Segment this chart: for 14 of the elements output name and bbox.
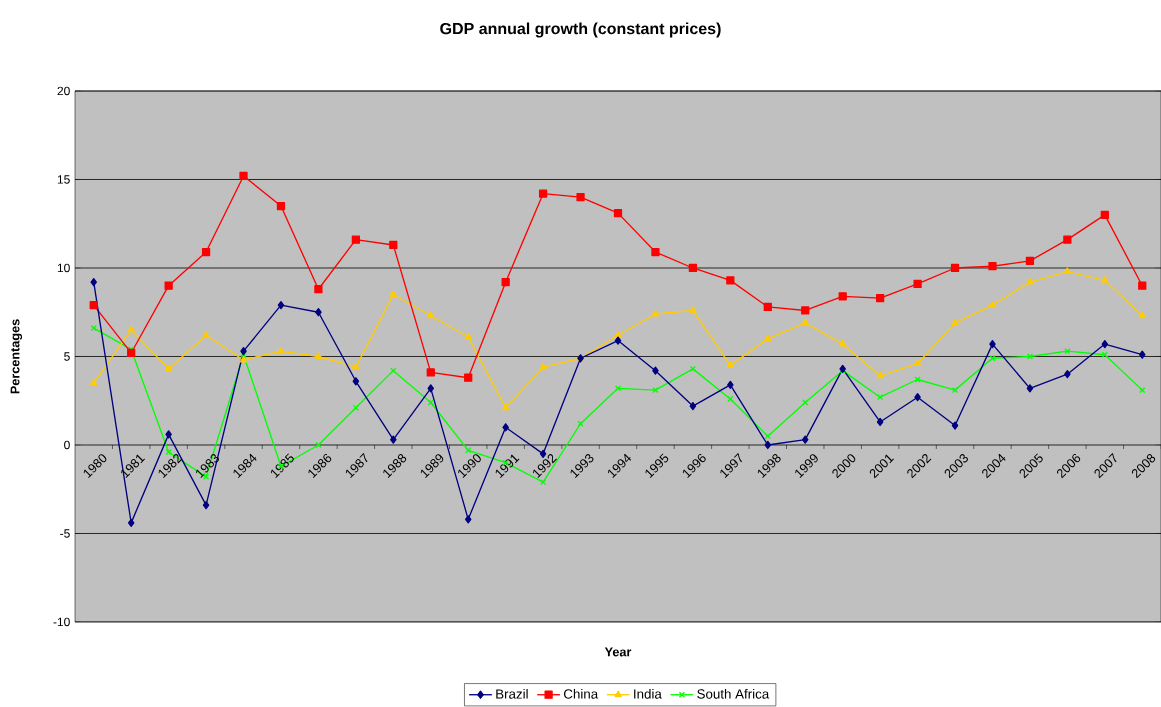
legend-label: Brazil <box>496 688 528 699</box>
y-tick-label: 15 <box>57 175 70 184</box>
legend-label: India <box>634 688 662 699</box>
y-tick-label: 20 <box>57 86 70 96</box>
y-tick-label: 10 <box>57 263 70 273</box>
y-axis-title: Percentages <box>10 319 23 394</box>
legend-label: China <box>563 688 599 699</box>
y-tick-label: 0 <box>64 440 70 450</box>
y-tick-label: -5 <box>60 529 70 538</box>
chart-title: GDP annual growth (constant prices) <box>440 22 721 38</box>
legend-label: South Africa <box>697 688 770 699</box>
y-tick-label: 5 <box>64 352 70 361</box>
y-tick-label: -10 <box>53 617 70 627</box>
x-axis-title: Year <box>604 647 632 657</box>
